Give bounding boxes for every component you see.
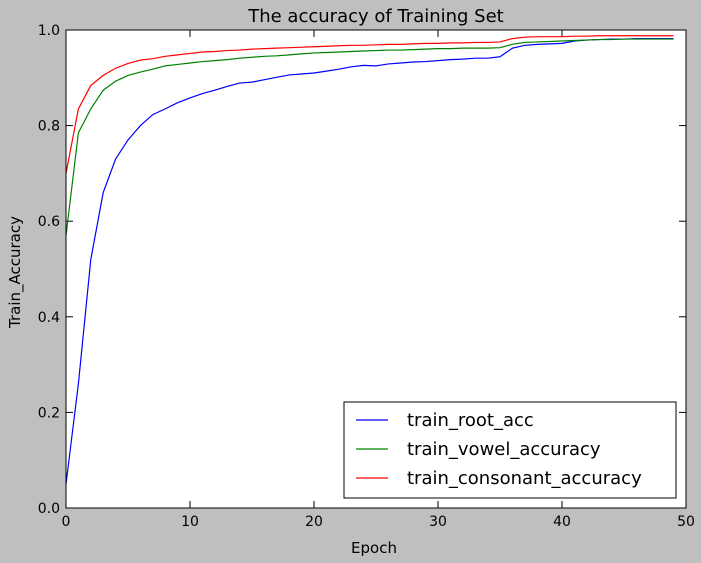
axis-ticks: 0 10 20 30 40 50 0.0 0.2 0.4 0.6 0.8 1.0 [38, 23, 695, 530]
x-tick-label: 50 [677, 514, 695, 530]
legend-label: train_root_acc [407, 410, 534, 431]
y-axis-label: Train_Accuracy [6, 216, 25, 329]
legend-label: train_consonant_accuracy [407, 468, 642, 489]
series-line-train_vowel_accuracy [65, 38, 674, 236]
legend: train_root_acc train_vowel_accuracy train_… [343, 401, 677, 499]
legend-label: train_vowel_accuracy [407, 439, 601, 460]
chart-title: The accuracy of Training Set [247, 6, 504, 27]
x-tick-label: 40 [553, 514, 571, 530]
x-tick-label: 0 [62, 514, 71, 530]
series-line-train_consonant_accuracy [65, 35, 674, 174]
y-tick-label: 0.0 [38, 501, 60, 517]
y-tick-label: 1.0 [38, 23, 60, 39]
legend-box [343, 401, 677, 499]
x-tick-label: 30 [429, 514, 447, 530]
series-lines [65, 35, 674, 485]
y-tick-label: 0.8 [38, 119, 60, 135]
x-axis-label: Epoch [351, 539, 397, 557]
plot-frame [65, 29, 687, 509]
y-tick-label: 0.6 [38, 214, 60, 230]
x-tick-label: 20 [305, 514, 323, 530]
y-tick-label: 0.2 [38, 405, 60, 421]
y-tick-label: 0.4 [38, 310, 60, 326]
series-line-train_root_acc [65, 37, 674, 485]
x-tick-label: 10 [181, 514, 199, 530]
